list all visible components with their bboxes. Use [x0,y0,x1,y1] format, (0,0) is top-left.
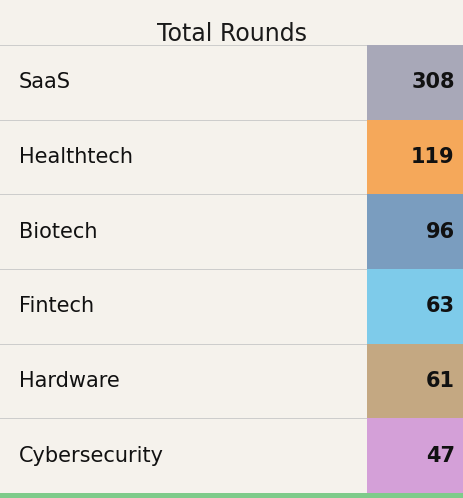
Text: Cybersecurity: Cybersecurity [19,446,163,466]
FancyBboxPatch shape [366,45,463,120]
Text: 96: 96 [425,222,454,242]
Text: Fintech: Fintech [19,296,94,316]
Text: Total Rounds: Total Rounds [156,22,307,46]
Text: Hardware: Hardware [19,371,119,391]
Text: Healthtech: Healthtech [19,147,132,167]
Text: 119: 119 [410,147,454,167]
FancyBboxPatch shape [0,493,463,498]
FancyBboxPatch shape [366,269,463,344]
FancyBboxPatch shape [366,418,463,493]
Text: 47: 47 [425,446,454,466]
Text: 61: 61 [425,371,454,391]
FancyBboxPatch shape [366,194,463,269]
Text: SaaS: SaaS [19,72,70,92]
Text: Biotech: Biotech [19,222,97,242]
FancyBboxPatch shape [366,344,463,418]
Text: 63: 63 [425,296,454,316]
FancyBboxPatch shape [366,120,463,194]
Text: 308: 308 [410,72,454,92]
